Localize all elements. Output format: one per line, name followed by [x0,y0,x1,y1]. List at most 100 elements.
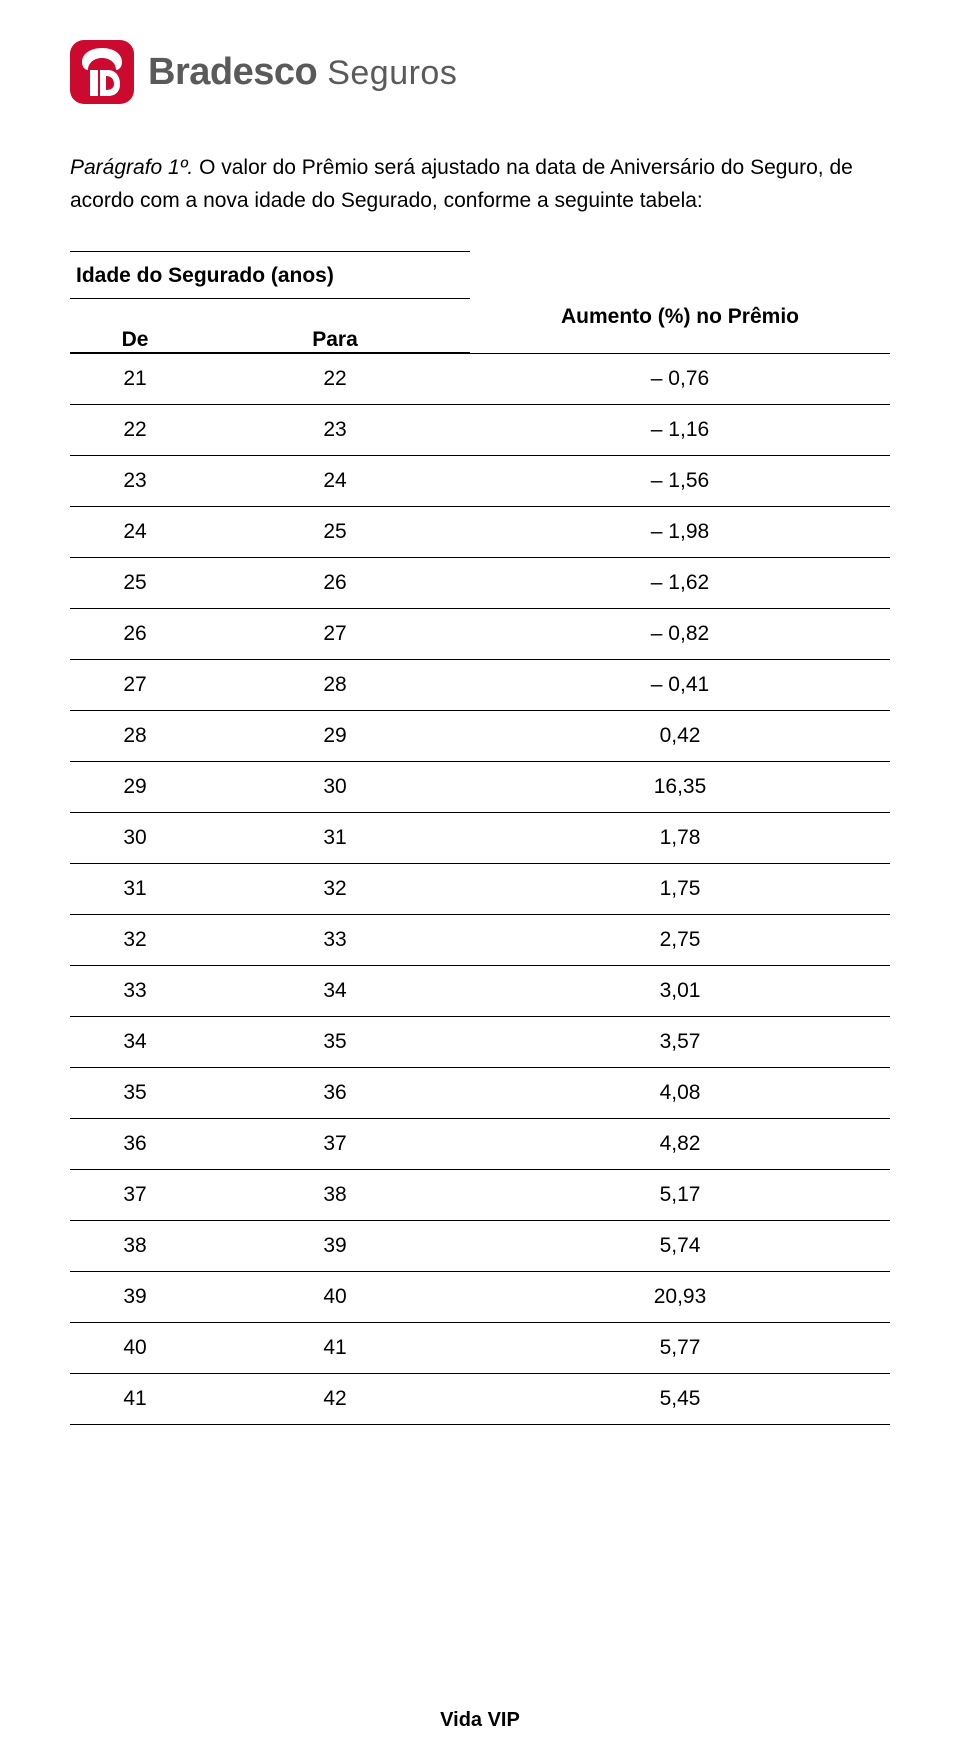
cell-para: 23 [200,418,470,442]
cell-de: 22 [70,418,200,442]
cell-aumento: 4,82 [470,1132,890,1156]
column-header-de: De [70,328,200,352]
table-row: 34353,57 [70,1017,890,1068]
cell-para: 39 [200,1234,470,1258]
cell-aumento: 5,74 [470,1234,890,1258]
cell-para: 40 [200,1285,470,1309]
bradesco-logo-icon [70,40,134,104]
table-row: 2728– 0,41 [70,660,890,711]
table-row: 41425,45 [70,1374,890,1425]
cell-para: 30 [200,775,470,799]
table-row: 2223– 1,16 [70,405,890,456]
cell-aumento: – 0,82 [470,622,890,646]
cell-aumento: 4,08 [470,1081,890,1105]
cell-para: 24 [200,469,470,493]
table-group-header: Idade do Segurado (anos) [70,251,470,299]
age-table: Idade do Segurado (anos) De Para Aumento… [70,251,890,1425]
table-row: 394020,93 [70,1272,890,1323]
cell-aumento: 5,77 [470,1336,890,1360]
cell-para: 28 [200,673,470,697]
cell-aumento: 3,57 [470,1030,890,1054]
table-body: 2122– 0,762223– 1,162324– 1,562425– 1,98… [70,354,890,1425]
cell-para: 36 [200,1081,470,1105]
cell-de: 35 [70,1081,200,1105]
cell-de: 23 [70,469,200,493]
logo-block: Bradesco Seguros [70,40,890,104]
logo-brand-text: Bradesco [148,51,317,94]
table-subheader-row: De Para Aumento (%) no Prêmio [70,299,890,354]
cell-de: 40 [70,1336,200,1360]
cell-de: 39 [70,1285,200,1309]
cell-aumento: 16,35 [470,775,890,799]
paragraph-label: Parágrafo 1º. [70,156,193,179]
cell-aumento: – 1,98 [470,520,890,544]
cell-para: 25 [200,520,470,544]
cell-de: 32 [70,928,200,952]
cell-de: 33 [70,979,200,1003]
cell-aumento: 20,93 [470,1285,890,1309]
table-row: 2526– 1,62 [70,558,890,609]
table-row: 36374,82 [70,1119,890,1170]
cell-para: 32 [200,877,470,901]
table-row: 2627– 0,82 [70,609,890,660]
cell-aumento: 2,75 [470,928,890,952]
logo-text: Bradesco Seguros [148,51,457,94]
cell-aumento: 5,45 [470,1387,890,1411]
cell-de: 41 [70,1387,200,1411]
cell-de: 38 [70,1234,200,1258]
cell-de: 25 [70,571,200,595]
table-row: 2425– 1,98 [70,507,890,558]
subheader-left-group: De Para [70,328,470,353]
cell-de: 27 [70,673,200,697]
column-header-aumento: Aumento (%) no Prêmio [470,305,890,343]
cell-aumento: 0,42 [470,724,890,748]
table-row: 33343,01 [70,966,890,1017]
cell-aumento: 5,17 [470,1183,890,1207]
cell-para: 31 [200,826,470,850]
cell-para: 34 [200,979,470,1003]
logo-sub-text: Seguros [327,54,457,93]
cell-para: 33 [200,928,470,952]
intro-paragraph: Parágrafo 1º. O valor do Prêmio será aju… [70,152,890,217]
cell-de: 31 [70,877,200,901]
cell-para: 29 [200,724,470,748]
column-header-para: Para [200,328,470,352]
table-row: 37385,17 [70,1170,890,1221]
cell-para: 37 [200,1132,470,1156]
cell-de: 29 [70,775,200,799]
cell-de: 21 [70,367,200,391]
table-row: 35364,08 [70,1068,890,1119]
cell-para: 26 [200,571,470,595]
table-row: 28290,42 [70,711,890,762]
cell-aumento: 3,01 [470,979,890,1003]
table-row: 32332,75 [70,915,890,966]
cell-de: 30 [70,826,200,850]
cell-aumento: – 0,41 [470,673,890,697]
table-row: 30311,78 [70,813,890,864]
table-row: 38395,74 [70,1221,890,1272]
cell-aumento: – 1,16 [470,418,890,442]
table-row: 40415,77 [70,1323,890,1374]
cell-para: 27 [200,622,470,646]
cell-de: 34 [70,1030,200,1054]
cell-para: 41 [200,1336,470,1360]
table-row: 293016,35 [70,762,890,813]
cell-aumento: 1,78 [470,826,890,850]
cell-de: 24 [70,520,200,544]
page: Bradesco Seguros Parágrafo 1º. O valor d… [0,0,960,1762]
table-row: 2122– 0,76 [70,354,890,405]
cell-para: 22 [200,367,470,391]
cell-aumento: – 1,56 [470,469,890,493]
page-footer: Vida VIP [0,1709,960,1732]
cell-aumento: – 0,76 [470,367,890,391]
table-row: 2324– 1,56 [70,456,890,507]
cell-para: 38 [200,1183,470,1207]
cell-para: 35 [200,1030,470,1054]
cell-aumento: 1,75 [470,877,890,901]
cell-para: 42 [200,1387,470,1411]
cell-de: 37 [70,1183,200,1207]
cell-aumento: – 1,62 [470,571,890,595]
table-row: 31321,75 [70,864,890,915]
cell-de: 36 [70,1132,200,1156]
cell-de: 26 [70,622,200,646]
